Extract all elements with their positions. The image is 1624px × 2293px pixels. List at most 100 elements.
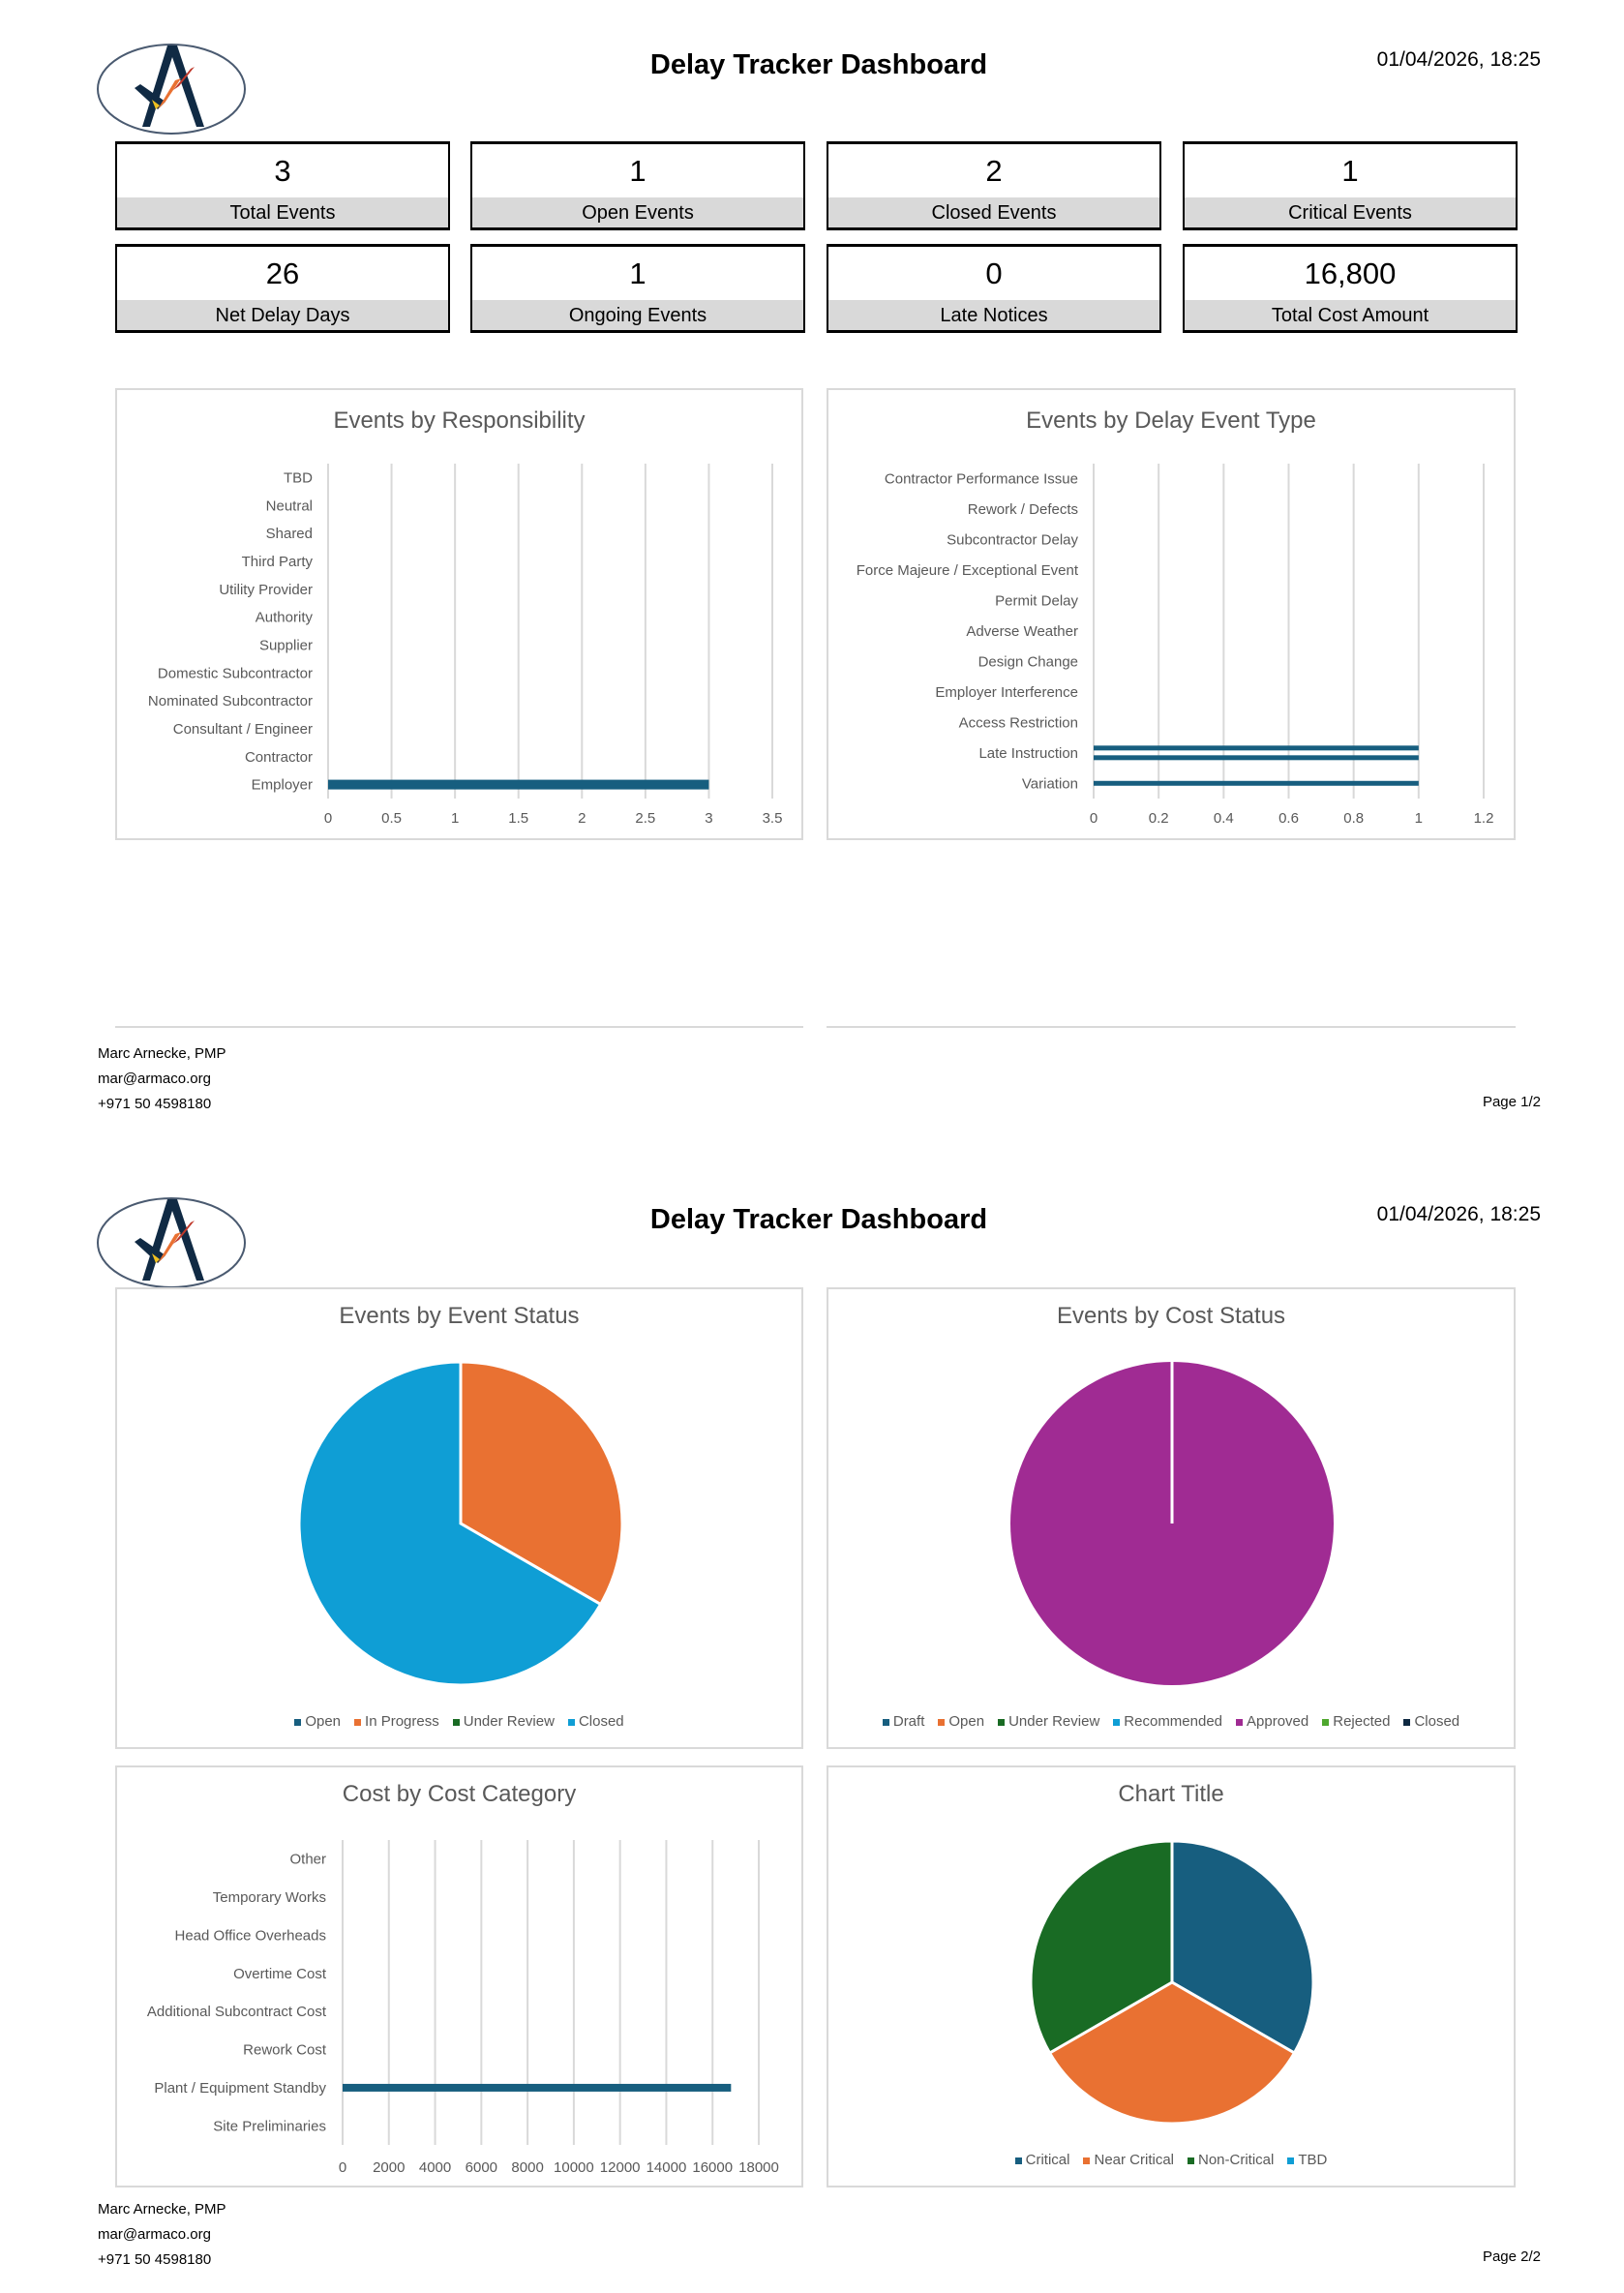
x-tick-label: 14000 — [647, 2159, 687, 2176]
kpi-value: 3 — [274, 154, 291, 188]
legend-item[interactable]: Rejected — [1322, 1713, 1390, 1730]
legend-label: Under Review — [1008, 1713, 1100, 1730]
legend-swatch-icon — [882, 1718, 889, 1726]
pie-slice[interactable] — [1029, 1839, 1174, 2056]
chart-title: Events by Responsibility — [333, 407, 586, 434]
bar-chart-svg: 0 0.5 1 1.5 2 2.5 3 3.5 Employer Contractor Consul… — [148, 464, 783, 827]
legend-swatch-icon — [1236, 1718, 1244, 1726]
bar[interactable] — [343, 2083, 732, 2092]
category-label: Head Office Overheads — [175, 1927, 326, 1944]
pie-slice[interactable] — [297, 1360, 603, 1687]
legend-label: Closed — [1414, 1713, 1460, 1730]
legend-swatch-icon — [452, 1718, 460, 1726]
category-label: Supplier — [259, 637, 313, 653]
chart-events-by-delay-event-type[interactable]: Events by Delay Event Type 0 0.2 0.4 0.6 0.8… — [827, 388, 1516, 840]
x-tick-label: 0.2 — [1149, 810, 1169, 827]
chart-cost-by-cost-category[interactable]: Cost by Cost Category 0 2000 4000 6000 8000 1… — [115, 1765, 803, 2187]
legend-item[interactable]: Closed — [567, 1713, 624, 1730]
x-tick-label: 1.5 — [508, 810, 528, 827]
x-tick-label: 10000 — [554, 2159, 594, 2176]
legend-swatch-icon — [1188, 2157, 1194, 2164]
bar[interactable] — [328, 779, 709, 790]
legend-item[interactable]: TBD — [1287, 2152, 1327, 2168]
x-tick-label: 0.8 — [1343, 810, 1364, 827]
legend-swatch-icon — [938, 1718, 946, 1726]
pie-slice[interactable] — [459, 1360, 624, 1607]
legend-swatch-icon — [567, 1718, 575, 1726]
category-label: Rework / Defects — [968, 501, 1078, 518]
bar[interactable] — [1094, 755, 1419, 761]
legend-item[interactable]: Open — [294, 1713, 341, 1730]
x-tick-label: 0 — [324, 810, 332, 827]
company-logo — [96, 42, 248, 136]
legend-item[interactable]: Under Review — [452, 1713, 555, 1730]
legend-item[interactable]: Near Critical — [1083, 2152, 1174, 2168]
category-label: Employer Interference — [935, 684, 1078, 701]
category-label: Authority — [256, 610, 314, 626]
footer-phone: +971 50 4598180 — [98, 2251, 212, 2268]
legend-swatch-icon — [1014, 2157, 1022, 2164]
legend-swatch-icon — [1403, 1718, 1411, 1726]
x-tick-label: 1.2 — [1474, 810, 1494, 827]
legend-label: Critical — [1025, 2152, 1070, 2168]
category-label: Plant / Equipment Standby — [154, 2080, 326, 2097]
category-label: TBD — [284, 469, 313, 486]
kpi-value: 26 — [265, 256, 300, 290]
chart-title: Cost by Cost Category — [342, 1781, 577, 1807]
footer-name: Marc Arnecke, PMP — [98, 1045, 226, 1062]
category-label: Site Preliminaries — [213, 2118, 326, 2134]
legend-swatch-icon — [1322, 1718, 1330, 1726]
chart-legend: Critical Near Critical Non-Critical TBD — [828, 2152, 1514, 2168]
company-logo — [96, 1195, 248, 1289]
category-label: Access Restriction — [959, 714, 1078, 731]
category-label: Employer — [252, 777, 313, 794]
chart-legend: Open In Progress Under Review Closed — [117, 1713, 801, 1730]
footer-name: Marc Arnecke, PMP — [98, 2201, 226, 2218]
pie-slice[interactable] — [1047, 1980, 1297, 2126]
report-datetime: 01/04/2026, 18:25 — [1376, 48, 1541, 71]
x-tick-label: 0 — [339, 2159, 346, 2176]
category-label: Overtime Cost — [233, 1966, 327, 1982]
legend-item[interactable]: Non-Critical — [1188, 2152, 1274, 2168]
category-label: Force Majeure / Exceptional Event — [857, 562, 1079, 579]
footer-email[interactable]: mar@armaco.org — [98, 1071, 211, 1087]
category-label: Shared — [266, 526, 313, 542]
legend-item[interactable]: Closed — [1403, 1713, 1459, 1730]
footer-email[interactable]: mar@armaco.org — [98, 2226, 211, 2243]
chart-criticality[interactable]: Chart Title Critical Near Critical Non-Cri… — [827, 1765, 1516, 2187]
legend-item[interactable]: Under Review — [998, 1713, 1099, 1730]
x-tick-label: 2 — [578, 810, 586, 827]
kpi-label: Open Events — [472, 197, 803, 227]
legend-label: Rejected — [1333, 1713, 1391, 1730]
kpi-label: Late Notices — [828, 300, 1159, 330]
kpi-label: Critical Events — [1185, 197, 1516, 227]
chart-events-by-responsibility[interactable]: Events by Responsibility 0 0.5 1 1.5 2 2.5 3 3.… — [115, 388, 803, 840]
legend-item[interactable]: Approved — [1236, 1713, 1308, 1730]
legend-label: Open — [305, 1713, 342, 1730]
legend-item[interactable]: Open — [938, 1713, 984, 1730]
kpi-open-events: 1 Open Events — [470, 141, 805, 230]
pie-chart-svg — [297, 1360, 624, 1687]
section-divider — [115, 1026, 803, 1028]
bar-chart-svg: 0 0.2 0.4 0.6 0.8 1 1.2 Variation Late Instructi… — [857, 464, 1494, 827]
legend-item[interactable]: Recommended — [1113, 1713, 1222, 1730]
category-label: Temporary Works — [213, 1889, 326, 1906]
chart-events-by-cost-status[interactable]: Events by Cost Status Draft Open Under Rev… — [827, 1287, 1516, 1749]
category-label: Domestic Subcontractor — [158, 665, 313, 681]
bar[interactable] — [1094, 780, 1419, 786]
legend-item[interactable]: Critical — [1014, 2152, 1070, 2168]
legend-item[interactable]: In Progress — [354, 1713, 439, 1730]
page-number: Page 2/2 — [1482, 2248, 1541, 2265]
pie-slice[interactable] — [1170, 1839, 1315, 2056]
x-tick-label: 3.5 — [763, 810, 783, 827]
category-label: Consultant / Engineer — [173, 721, 313, 738]
chart-legend: Draft Open Under Review Recommended Approved… — [828, 1713, 1514, 1730]
category-label: Rework Cost — [243, 2042, 327, 2059]
legend-item[interactable]: Draft — [882, 1713, 924, 1730]
bar-chart-svg: 0 2000 4000 6000 8000 10000 12000 14000 16000 180… — [147, 1840, 779, 2176]
category-label: Contractor Performance Issue — [885, 471, 1078, 488]
category-label: Adverse Weather — [966, 623, 1078, 640]
chart-events-by-event-status[interactable]: Events by Event Status Open In Progress Un… — [115, 1287, 803, 1749]
x-tick-label: 0.6 — [1278, 810, 1299, 827]
bar[interactable] — [1094, 745, 1419, 751]
